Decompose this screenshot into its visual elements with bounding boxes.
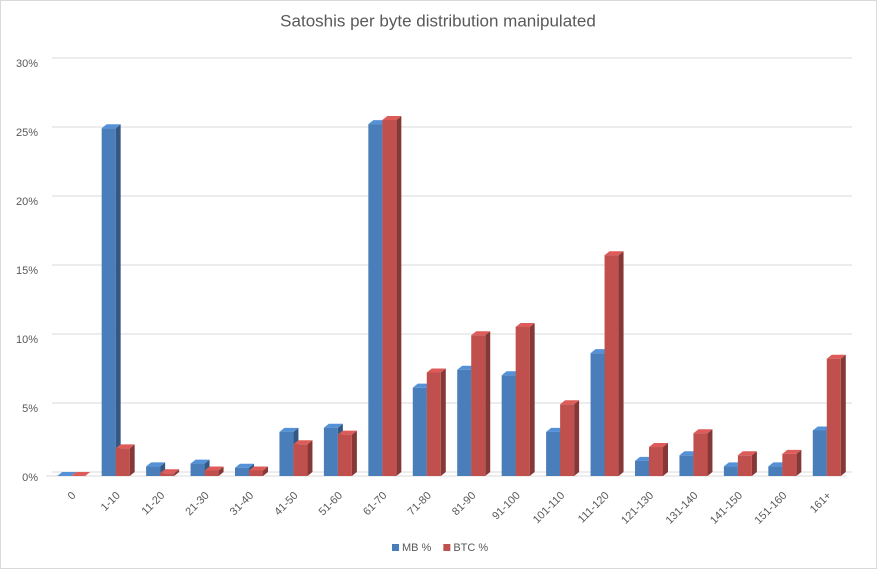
bar-side bbox=[174, 469, 180, 476]
bar-side bbox=[307, 440, 313, 476]
bar-top bbox=[693, 429, 713, 434]
bar bbox=[235, 467, 249, 476]
bar-side bbox=[574, 400, 580, 476]
bar bbox=[426, 372, 441, 476]
bar-side bbox=[529, 322, 535, 476]
bar-side bbox=[796, 449, 802, 476]
bar-top bbox=[323, 423, 343, 428]
bar-top bbox=[782, 449, 802, 454]
y-tick-label: 5% bbox=[22, 403, 38, 415]
bar-top bbox=[515, 322, 535, 327]
bar-side bbox=[440, 368, 446, 476]
bar bbox=[737, 455, 752, 476]
legend-swatch bbox=[392, 544, 399, 551]
bar bbox=[204, 470, 219, 476]
bar bbox=[293, 444, 308, 476]
bar-top bbox=[146, 462, 166, 467]
bar-top bbox=[71, 472, 91, 476]
bar bbox=[515, 326, 530, 476]
bar-top bbox=[101, 124, 121, 129]
bar-side bbox=[263, 466, 268, 476]
bar bbox=[782, 453, 797, 476]
bar bbox=[190, 463, 205, 476]
legend-swatch bbox=[443, 544, 451, 551]
bar-top bbox=[190, 459, 210, 464]
bar bbox=[590, 353, 605, 476]
bar-top bbox=[826, 354, 846, 359]
bar-side bbox=[663, 443, 668, 476]
bar bbox=[693, 433, 708, 476]
bar-side bbox=[396, 115, 402, 477]
bar-top bbox=[426, 368, 446, 373]
bar bbox=[115, 448, 130, 476]
bar bbox=[160, 473, 175, 476]
bar-side bbox=[618, 251, 624, 476]
legend: MB % BTC % bbox=[392, 542, 488, 554]
bar bbox=[723, 466, 738, 476]
bar-side bbox=[351, 430, 357, 476]
legend-label: BTC % bbox=[453, 542, 488, 554]
y-tick-label: 15% bbox=[16, 265, 38, 277]
bar-top bbox=[649, 443, 668, 448]
bar-top bbox=[604, 251, 624, 256]
bar bbox=[146, 466, 161, 476]
bar bbox=[368, 124, 383, 476]
bar-side bbox=[707, 429, 713, 476]
bar-top bbox=[160, 469, 180, 474]
bar-top bbox=[382, 115, 402, 120]
bar-top bbox=[737, 451, 757, 456]
bar-side bbox=[485, 331, 491, 476]
bar-side bbox=[129, 444, 135, 476]
bar bbox=[457, 369, 472, 476]
bar bbox=[635, 460, 649, 476]
y-tick-label: 10% bbox=[16, 334, 38, 346]
bar bbox=[382, 119, 397, 477]
y-tick-label: 30% bbox=[16, 58, 38, 70]
bar-top bbox=[204, 466, 224, 471]
y-tick-label: 0% bbox=[22, 472, 38, 484]
bar bbox=[323, 427, 338, 476]
bar bbox=[412, 387, 427, 476]
bar bbox=[249, 470, 263, 476]
bar-top bbox=[471, 331, 491, 336]
bar bbox=[649, 447, 663, 476]
bar-top bbox=[293, 440, 313, 445]
bar-top bbox=[560, 400, 580, 405]
bar-side bbox=[840, 354, 846, 476]
y-tick-label: 25% bbox=[16, 127, 38, 139]
bar-side bbox=[115, 124, 121, 477]
legend-label: MB % bbox=[402, 542, 432, 554]
bar bbox=[826, 358, 841, 476]
bar bbox=[560, 404, 575, 476]
bar bbox=[679, 455, 694, 476]
bar-top bbox=[115, 444, 135, 449]
bar-top bbox=[279, 427, 299, 432]
bar bbox=[471, 335, 486, 476]
bar bbox=[501, 375, 516, 476]
bar bbox=[337, 434, 352, 476]
bar bbox=[768, 466, 783, 476]
bar-side bbox=[751, 451, 757, 476]
bar bbox=[812, 430, 827, 476]
bar bbox=[546, 431, 561, 476]
bar-top bbox=[235, 463, 254, 468]
bar-top bbox=[57, 472, 77, 476]
bar-top bbox=[337, 430, 357, 435]
bar-side bbox=[218, 466, 224, 476]
bar bbox=[101, 128, 116, 477]
chart-title: Satoshis per byte distribution manipulat… bbox=[280, 11, 596, 30]
y-tick-label: 20% bbox=[16, 196, 38, 208]
bar bbox=[279, 431, 294, 476]
bar-top bbox=[249, 466, 268, 471]
bar bbox=[604, 255, 619, 476]
